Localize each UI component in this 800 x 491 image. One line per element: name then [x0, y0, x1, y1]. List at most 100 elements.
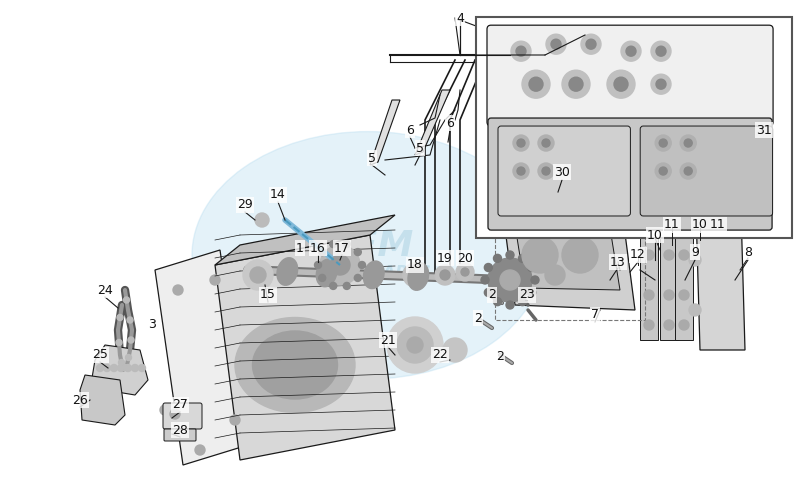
- Text: 10: 10: [692, 218, 708, 231]
- Circle shape: [516, 46, 526, 56]
- Circle shape: [330, 255, 350, 275]
- Circle shape: [551, 39, 561, 49]
- Circle shape: [318, 248, 326, 256]
- Text: 4: 4: [456, 11, 464, 25]
- Circle shape: [506, 251, 514, 259]
- Circle shape: [131, 364, 138, 372]
- Circle shape: [679, 210, 689, 220]
- Circle shape: [170, 409, 180, 419]
- Text: 23: 23: [519, 289, 535, 301]
- Circle shape: [407, 337, 423, 353]
- Circle shape: [122, 364, 128, 371]
- Circle shape: [679, 320, 689, 330]
- Circle shape: [644, 290, 654, 300]
- Ellipse shape: [363, 261, 384, 289]
- Circle shape: [440, 270, 450, 280]
- Circle shape: [397, 327, 433, 363]
- Polygon shape: [515, 225, 620, 290]
- Circle shape: [173, 285, 183, 295]
- Circle shape: [614, 32, 626, 44]
- Text: OEM: OEM: [322, 228, 414, 262]
- Text: 27: 27: [172, 399, 188, 411]
- Circle shape: [103, 364, 110, 372]
- Circle shape: [318, 274, 326, 281]
- Circle shape: [684, 167, 692, 175]
- FancyBboxPatch shape: [164, 429, 196, 441]
- Text: 6: 6: [406, 124, 414, 136]
- Circle shape: [581, 34, 601, 54]
- Circle shape: [538, 135, 554, 151]
- Ellipse shape: [192, 132, 544, 379]
- Polygon shape: [370, 100, 400, 165]
- Circle shape: [354, 248, 362, 256]
- Circle shape: [243, 260, 273, 290]
- Circle shape: [522, 70, 550, 98]
- Circle shape: [494, 298, 502, 306]
- Circle shape: [664, 250, 674, 260]
- Circle shape: [500, 270, 520, 290]
- Circle shape: [664, 320, 674, 330]
- Text: 11: 11: [664, 218, 680, 231]
- FancyBboxPatch shape: [498, 126, 630, 216]
- Circle shape: [210, 275, 220, 285]
- Circle shape: [680, 135, 696, 151]
- Circle shape: [644, 320, 654, 330]
- Circle shape: [320, 245, 360, 285]
- Bar: [495, 185, 645, 320]
- Circle shape: [513, 163, 529, 179]
- Circle shape: [651, 41, 671, 61]
- Text: 20: 20: [457, 251, 473, 265]
- Circle shape: [522, 237, 558, 273]
- Circle shape: [195, 445, 205, 455]
- Circle shape: [689, 304, 701, 316]
- Ellipse shape: [253, 331, 338, 399]
- Circle shape: [518, 298, 526, 306]
- Circle shape: [518, 254, 526, 262]
- Text: 24: 24: [97, 283, 113, 297]
- Circle shape: [343, 241, 350, 247]
- Circle shape: [330, 241, 337, 247]
- Polygon shape: [695, 175, 745, 350]
- Circle shape: [562, 237, 598, 273]
- Circle shape: [569, 77, 583, 91]
- Text: 14: 14: [270, 189, 286, 201]
- Circle shape: [614, 77, 628, 91]
- FancyBboxPatch shape: [163, 403, 202, 429]
- Circle shape: [656, 46, 666, 56]
- Circle shape: [517, 139, 525, 147]
- Circle shape: [250, 267, 266, 283]
- Circle shape: [689, 204, 701, 216]
- Circle shape: [659, 167, 667, 175]
- Circle shape: [655, 135, 671, 151]
- Polygon shape: [415, 90, 450, 155]
- Circle shape: [586, 39, 596, 49]
- Text: 6: 6: [446, 116, 454, 130]
- Circle shape: [545, 265, 565, 285]
- Circle shape: [538, 163, 554, 179]
- Circle shape: [680, 163, 696, 179]
- Text: 3: 3: [148, 319, 156, 331]
- FancyBboxPatch shape: [488, 118, 772, 230]
- Circle shape: [116, 339, 122, 346]
- Text: 10: 10: [647, 228, 663, 242]
- Text: 13: 13: [610, 255, 626, 269]
- Text: 22: 22: [432, 349, 448, 361]
- Circle shape: [542, 167, 550, 175]
- Text: 31: 31: [756, 124, 772, 136]
- Circle shape: [330, 282, 337, 289]
- Circle shape: [562, 70, 590, 98]
- Ellipse shape: [316, 259, 337, 287]
- Bar: [660, 200, 678, 340]
- FancyBboxPatch shape: [640, 126, 773, 216]
- Ellipse shape: [408, 263, 429, 290]
- Text: 5: 5: [416, 141, 424, 155]
- Circle shape: [531, 276, 539, 284]
- Circle shape: [679, 290, 689, 300]
- Circle shape: [118, 364, 125, 372]
- Circle shape: [118, 359, 125, 365]
- Circle shape: [689, 254, 701, 266]
- Circle shape: [517, 167, 525, 175]
- Text: 8: 8: [744, 246, 752, 258]
- Circle shape: [138, 364, 146, 372]
- Circle shape: [117, 315, 123, 321]
